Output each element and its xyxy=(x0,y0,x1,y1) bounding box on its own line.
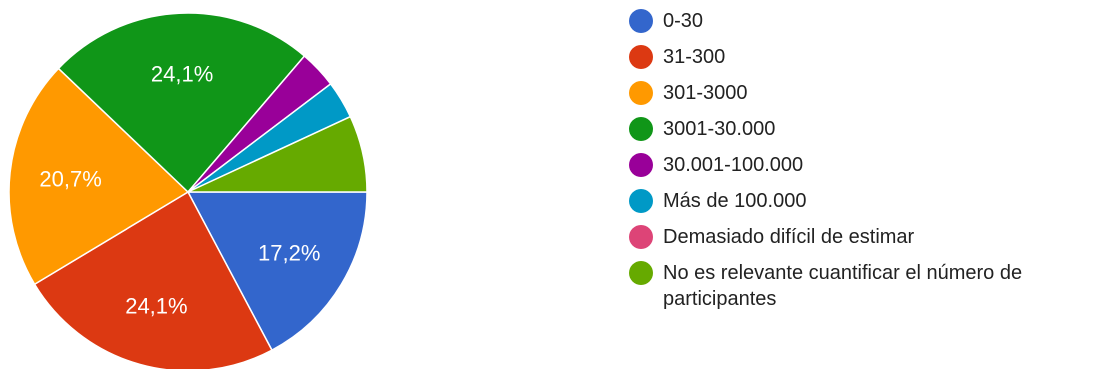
legend-swatch xyxy=(629,189,653,213)
legend: 0-30 31-300 301-3000 3001-30.000 30.001-100.… xyxy=(629,8,1094,322)
legend-label: Más de 100.000 xyxy=(663,190,807,212)
legend-item-6: Demasiado difícil de estimar xyxy=(629,224,1094,250)
legend-label: 30.001-100.000 xyxy=(663,154,804,176)
legend-label: Demasiado difícil de estimar xyxy=(663,226,915,248)
legend-item-3: 3001-30.000 xyxy=(629,116,1094,142)
pie-slice-7 xyxy=(187,115,368,193)
legend-item-7: No es relevante cuantificar el número de… xyxy=(629,260,1094,312)
legend-label: No es relevante cuantificar el número de… xyxy=(663,262,1023,310)
legend-label: 301-3000 xyxy=(663,82,748,104)
legend-label: 31-300 xyxy=(663,46,726,68)
legend-swatch xyxy=(629,225,653,249)
legend-label: 3001-30.000 xyxy=(663,118,776,140)
slice-data-label-0: 17,2% xyxy=(258,240,320,265)
pie-slice-2 xyxy=(8,67,190,286)
pie-chart: 17,2% 24,1% 20,7% 24,1% xyxy=(8,12,368,369)
legend-item-5: Más de 100.000 xyxy=(629,188,1094,214)
legend-item-4: 30.001-100.000 xyxy=(629,152,1094,178)
slice-data-label-3: 24,1% xyxy=(151,62,213,87)
slice-data-label-1: 24,1% xyxy=(125,293,187,318)
slice-data-label-2: 20,7% xyxy=(39,167,101,192)
legend-swatch xyxy=(629,153,653,177)
legend-item-1: 31-300 xyxy=(629,44,1094,70)
legend-label: 0-30 xyxy=(663,10,704,32)
legend-item-0: 0-30 xyxy=(629,8,1094,34)
legend-swatch xyxy=(629,261,653,285)
legend-swatch xyxy=(629,45,653,69)
pie-slice-0 xyxy=(186,191,368,352)
pie-slice-1 xyxy=(33,190,273,369)
pie-slice-3 xyxy=(57,12,306,194)
legend-swatch xyxy=(629,81,653,105)
legend-item-2: 301-3000 xyxy=(629,80,1094,106)
legend-swatch xyxy=(629,117,653,141)
legend-swatch xyxy=(629,9,653,33)
